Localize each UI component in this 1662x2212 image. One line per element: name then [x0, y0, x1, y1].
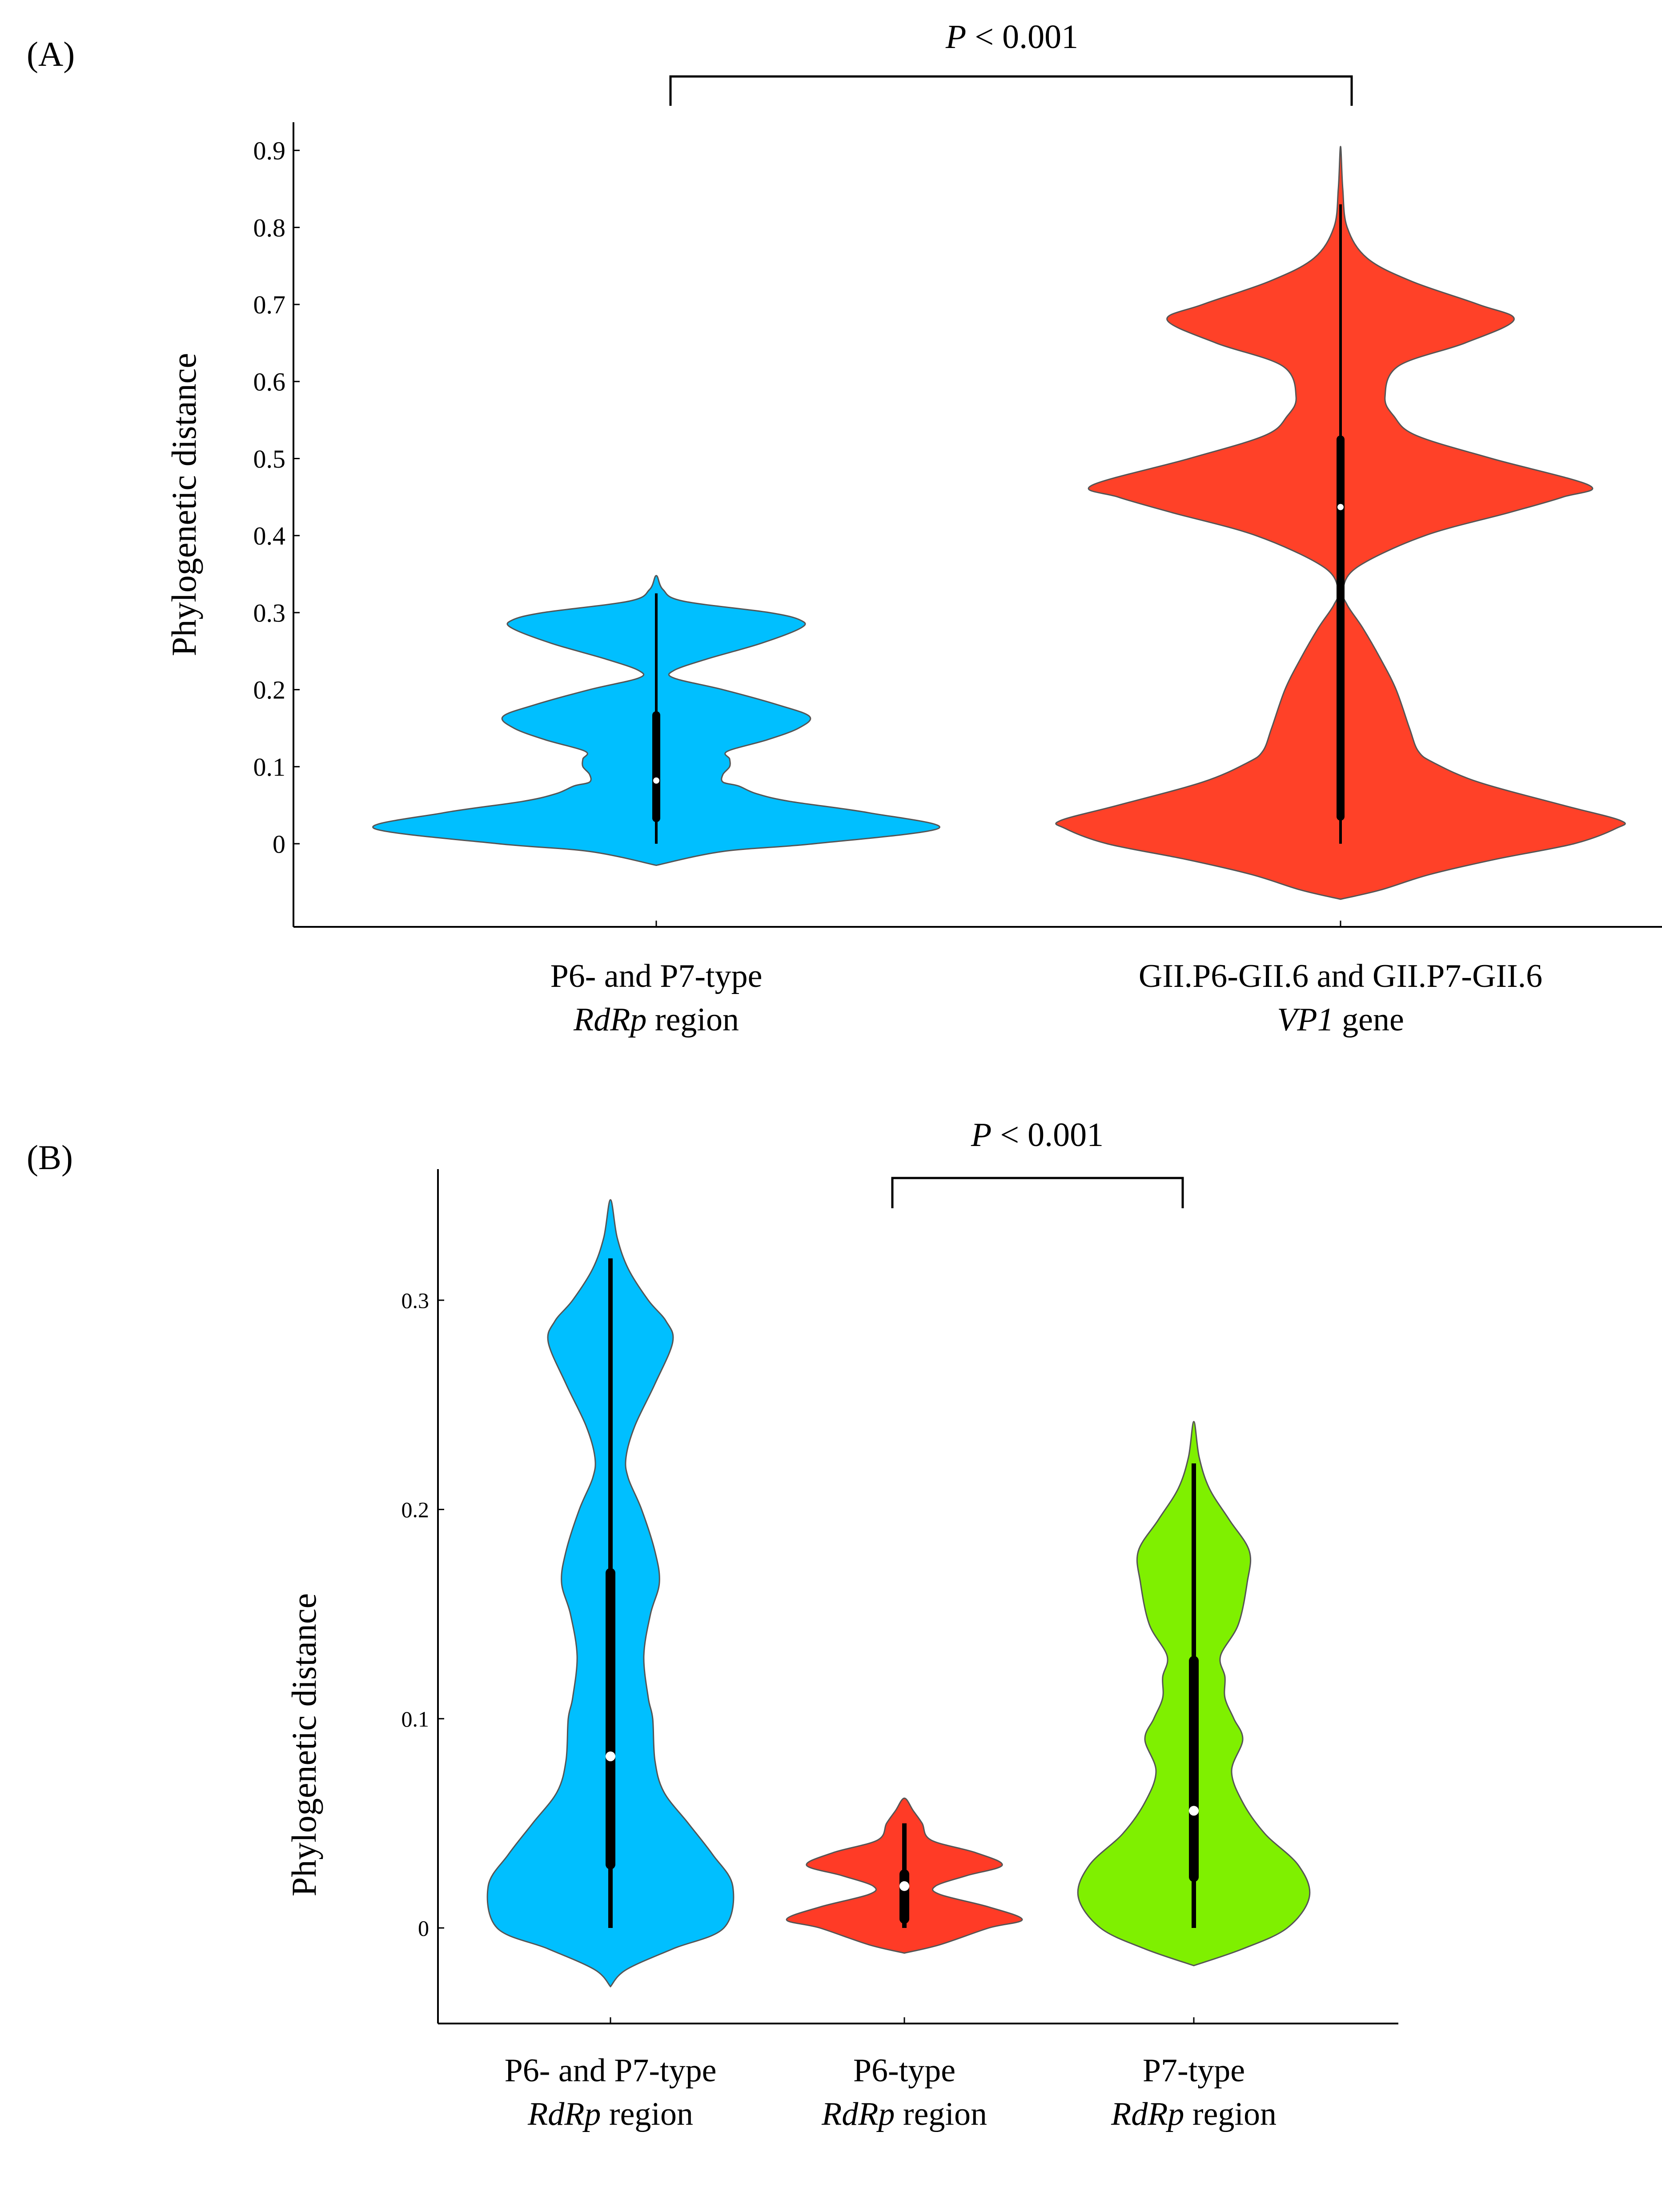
panel-b-violins — [486, 1199, 1311, 1988]
panel-a-y-axis-label: Phylogenetic distance — [165, 353, 203, 656]
label-suffix: region — [601, 2096, 693, 2132]
panel-a-significance-bracket: P < 0.001 — [669, 18, 1353, 106]
category-label-1-line1: P6-type — [853, 2052, 955, 2089]
category-label-0-line2: RdRp region — [527, 2096, 693, 2132]
panel-b-significance-bracket: P < 0.001 — [891, 1116, 1184, 1208]
median-point-1 — [899, 1881, 909, 1891]
panel-b-bracket-line — [891, 1177, 1184, 1208]
iqr-box-1 — [899, 1869, 909, 1924]
italic-gene-name: RdRp — [527, 2096, 601, 2132]
panel-b-x-labels: P6- and P7-type RdRp region P6-type RdRp re… — [505, 2017, 1277, 2132]
y-tick-label: 0.3 — [253, 598, 286, 627]
label-suffix: gene — [1334, 1002, 1404, 1038]
y-tick-label: 0 — [418, 1916, 429, 1941]
category-label-1-line1: GII.P6-GII.6 and GII.P7-GII.6 — [1139, 958, 1542, 994]
y-tick-label: 0.2 — [253, 676, 286, 705]
p-threshold: < 0.001 — [992, 1116, 1104, 1154]
iqr-box-0 — [652, 711, 660, 822]
panel-a-p-value: P < 0.001 — [945, 18, 1078, 56]
iqr-box-1 — [1337, 435, 1345, 821]
category-label-2-line2: RdRp region — [1111, 2096, 1277, 2132]
italic-gene-name: VP1 — [1277, 1002, 1333, 1038]
italic-gene-name: RdRp — [821, 2096, 895, 2132]
iqr-box-2 — [1189, 1656, 1199, 1882]
iqr-box-0 — [606, 1568, 615, 1870]
panel-a-violins — [372, 146, 1626, 900]
panel-a-x-labels: P6- and P7-type RdRp region GII.P6-GII.6 a… — [550, 921, 1542, 1038]
y-tick-label: 0.5 — [253, 445, 286, 473]
panel-a: (A) Phylogenetic distance 00.10.20.30.40… — [27, 18, 1662, 1038]
category-label-2-line1: P7-type — [1143, 2052, 1245, 2089]
category-label-0-line2: RdRp region — [573, 1002, 739, 1038]
panel-b-p-value: P < 0.001 — [971, 1116, 1104, 1154]
y-tick-label: 0.6 — [253, 368, 286, 397]
panel-a-bracket-line — [669, 75, 1353, 106]
panel-a-y-ticks: 0 0.1 0.2 0.3 0.4 0.5 0.6 0.7 0.8 0.9 — [253, 136, 300, 858]
label-suffix: region — [1184, 2096, 1277, 2132]
y-tick-label: 0.1 — [253, 753, 286, 781]
p-symbol: P — [945, 18, 966, 56]
category-label-0-line1: P6- and P7-type — [550, 958, 763, 994]
panel-b: (B) Phylogenetic distance 0 0.1 0.2 0.3 P6-… — [27, 1116, 1398, 2132]
median-point-2 — [1189, 1806, 1199, 1816]
label-suffix: region — [646, 1002, 739, 1038]
category-label-1-line2: RdRp region — [821, 2096, 987, 2132]
median-point-0 — [606, 1751, 615, 1762]
p-threshold: < 0.001 — [966, 18, 1078, 56]
median-point-0 — [653, 777, 659, 784]
italic-gene-name: RdRp — [1111, 2096, 1184, 2132]
label-suffix: region — [895, 2096, 987, 2132]
panel-b-y-ticks: 0 0.1 0.2 0.3 — [401, 1288, 444, 1941]
median-point-1 — [1337, 504, 1344, 510]
y-tick-label: 0.9 — [253, 136, 286, 165]
y-tick-label: 0 — [273, 830, 285, 858]
italic-gene-name: RdRp — [573, 1002, 646, 1038]
y-tick-label: 0.7 — [253, 290, 286, 319]
y-tick-label: 0.1 — [401, 1707, 430, 1731]
panel-b-label: (B) — [27, 1138, 73, 1177]
panel-b-y-axis-label: Phylogenetic distance — [285, 1593, 323, 1896]
y-tick-label: 0.3 — [401, 1288, 430, 1313]
y-tick-label: 0.8 — [253, 213, 286, 242]
p-symbol: P — [971, 1116, 992, 1154]
category-label-0-line1: P6- and P7-type — [505, 2052, 717, 2089]
y-tick-label: 0.2 — [401, 1497, 430, 1522]
category-label-1-line2: VP1 gene — [1277, 1002, 1404, 1038]
y-tick-label: 0.4 — [253, 521, 286, 550]
panel-a-label: (A) — [27, 35, 75, 73]
